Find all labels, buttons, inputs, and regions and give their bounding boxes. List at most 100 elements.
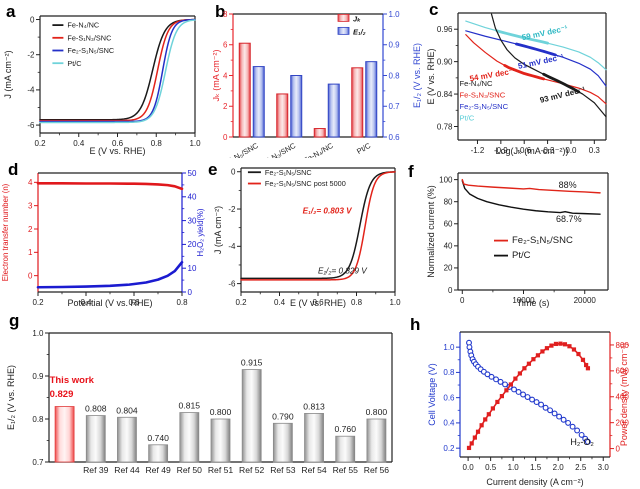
y2-axis-title: H₂O₂ yield(%) (196, 208, 205, 256)
bar-e12-Fe₂-S₁N₅/SNC (252, 66, 265, 138)
bar-jk-Fe₂-S₁N₅/SNC (238, 42, 251, 138)
y2-tick-label: 0 (188, 288, 193, 297)
x-tick-label: 0.6 (128, 298, 140, 307)
x-tick-label: -1.2 (471, 146, 485, 155)
y-tick-label: 0.4 (443, 419, 455, 428)
panel-a-chart: 0.2 0.4 0.6 0.8 1.0 0 -2 -4 -6 E (V vs. RHE) J (mA… (3, 15, 201, 156)
series-Pt/C-bold (495, 29, 549, 45)
legend-item-label: Fe-S₁N₃/SNC (459, 91, 505, 100)
panel-label-e: e (208, 160, 218, 179)
y-tick-label: -2 (27, 51, 35, 60)
x-tick-label: 0.0 (463, 463, 475, 472)
bar-Ref 52 (241, 369, 262, 463)
y2-tick-label: 400 (616, 393, 630, 402)
y-tick-label: 2 (223, 102, 228, 111)
x-tick-label: 0.8 (151, 139, 163, 148)
x-tick-label: 1.5 (530, 463, 542, 472)
y-axis-title: Cell Voltage (V) (427, 363, 437, 426)
y-tick-label: 1 (28, 248, 33, 257)
bar-x-label: Ref 56 (364, 465, 390, 475)
panel-c-chart: -1.2 -0.9 -0.6 -0.3 0.0 0.3 0.78 0.84 0.90 0.96 Lo… (426, 12, 607, 156)
x-tick-label: 0.8 (176, 298, 188, 307)
y-axis-title: J (mA cm⁻²) (3, 50, 13, 98)
bar-x-label: Ref 53 (270, 465, 296, 475)
legend-item-label: E₁/₂ (353, 27, 366, 36)
series-Fe₂-S₁N₅/SNC (39, 18, 196, 123)
y2-tick-label: 0.7 (389, 102, 401, 111)
bar-value-label: 0.800 (366, 407, 388, 417)
bar-value-label: 0.790 (272, 411, 294, 421)
x-tick-label: 0.6 (312, 298, 324, 307)
y-tick-label: 80 (444, 197, 453, 206)
category-label: Fe-S₁N₃/SNC (254, 141, 298, 158)
y-tick-label: -4 (228, 242, 236, 251)
panel-f-chart: 0 10000 20000 0 20 40 60 80 100 Time (s) Normalize… (426, 172, 609, 308)
y2-tick-label: 50 (188, 169, 197, 178)
y2-tick-label: 30 (188, 216, 197, 225)
y-tick-label: 2 (28, 225, 33, 234)
category-label: Pt/C (355, 141, 373, 156)
x-tick-label: 0.4 (73, 139, 85, 148)
y-tick-label: 8 (223, 10, 228, 19)
y-tick-label: 0.78 (437, 122, 453, 131)
legend-item-label: Fe₂-S₁N₅/SNC (512, 235, 573, 246)
bar-x-label: Ref 51 (208, 465, 234, 475)
series-Pt/C (461, 180, 601, 215)
x-tick-label: 1.0 (189, 139, 201, 148)
y2-tick-label: 0.9 (389, 41, 401, 50)
y2-tick-label: 0 (616, 444, 621, 453)
y-tick-label: 4 (223, 71, 228, 80)
y-tick-label: 0.2 (443, 444, 455, 453)
y-tick-label: 1.0 (443, 343, 455, 352)
bar-value-label: 0.915 (241, 358, 263, 368)
panel-label-f: f (408, 162, 414, 181)
bar-value-label: 0.813 (303, 401, 325, 411)
bar-Ref 44 (117, 416, 137, 463)
y-axis-title: E₁/₂ (V vs. RHE) (6, 365, 16, 430)
bar-Ref 39 (85, 415, 106, 463)
x-tick-label: 0.3 (589, 146, 601, 155)
legend-item-label: Fe₂-S₁N₅/SNC (67, 46, 114, 55)
panel-label-b: b (215, 2, 226, 21)
x-axis-title: E (V vs. RHE) (89, 146, 145, 156)
bar-value-label: 0.815 (179, 401, 201, 411)
x-tick-label: 3.0 (598, 463, 610, 472)
category-label: Fe-N₄/NC (302, 141, 335, 158)
y-tick-label: 1.0 (32, 329, 44, 338)
annotation: E₁/₂= 0.803 V (303, 207, 354, 216)
y2-tick-label: 800 (616, 341, 630, 350)
annotation: 0.829 (50, 389, 74, 400)
bar-Ref 49 (148, 444, 169, 463)
series-Fe-N₄/NC-bold (542, 72, 581, 94)
x-tick-label: -0.3 (541, 146, 555, 155)
category-label: Fe₂-S₁N₅/SNC (214, 141, 261, 158)
x-tick-label: 0.8 (351, 298, 363, 307)
series-electron-transfer-number (36, 181, 184, 191)
series-Fe₂-S₁N₅/SNC (461, 178, 601, 194)
legend-item-label: Fe-N₄/NC (67, 21, 99, 30)
series-power-density (466, 341, 591, 451)
bar-value-label: 0.740 (147, 433, 169, 443)
bar-Ref 54 (304, 413, 324, 463)
x-tick-label: 0.4 (274, 298, 286, 307)
y-axis-title: Normalized current (%) (426, 185, 436, 278)
bar-Ref 55 (335, 435, 356, 463)
bar-value-label: 0.808 (85, 404, 107, 414)
x-tick-label: 0.2 (235, 298, 247, 307)
panel-e-chart: 0.2 0.4 0.6 0.8 1.0 0 -2 -4 -6 E (V vs. RHE) J (mA… (213, 167, 401, 308)
y-tick-label: 0.8 (32, 415, 44, 424)
y2-tick-label: 40 (188, 193, 197, 202)
bar-Ref 53 (272, 422, 293, 463)
bar-value-label: 0.760 (334, 424, 356, 434)
y-tick-label: -6 (27, 121, 35, 130)
bar-x-label: Ref 55 (333, 465, 359, 475)
series-Fe-S₁N₃/SNC (39, 18, 196, 122)
y-tick-label: 40 (444, 242, 453, 251)
bar-e12-Fe-S₁N₃/SNC (290, 75, 303, 138)
y2-tick-label: 0.6 (389, 133, 401, 142)
y-axis-title: E (V vs. RHE) (426, 48, 436, 104)
legend-item-label: Pt/C (459, 114, 474, 123)
x-tick-label: -0.6 (517, 146, 531, 155)
y-tick-label: 0.96 (437, 25, 453, 34)
x-tick-label: 0.2 (34, 139, 46, 148)
